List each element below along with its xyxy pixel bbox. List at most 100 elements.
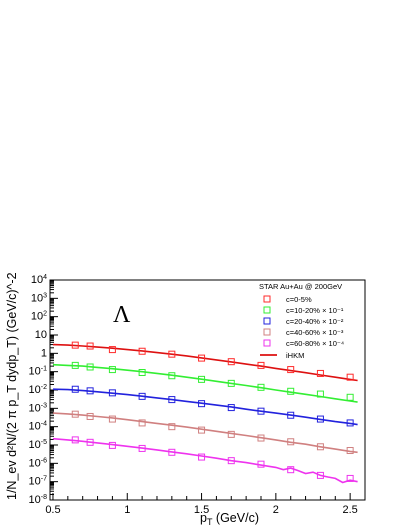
data-point [71, 341, 79, 349]
data-point [257, 361, 265, 369]
legend-model-label: iHKM [286, 351, 304, 360]
y-tick-exponent: -1 [41, 366, 47, 373]
data-point [346, 474, 354, 482]
legend-marker [263, 328, 271, 336]
data-point [316, 369, 324, 377]
data-point [138, 419, 146, 427]
y-tick-exponent: -8 [41, 494, 47, 501]
y-tick-exponent: -3 [41, 402, 47, 409]
y-tick-exponent: -7 [41, 476, 47, 483]
legend-label: c=10-20% × 10⁻¹ [286, 306, 344, 315]
data-point [316, 471, 324, 479]
data-point [257, 434, 265, 442]
model-curve [52, 363, 358, 403]
data-point [257, 383, 265, 391]
legend-label: c=40-60% × 10⁻³ [286, 328, 344, 337]
y-tick-label: 10-2 [29, 384, 48, 396]
y-tick-exponent: 3 [43, 292, 47, 299]
y-tick-label: 10-5 [29, 439, 48, 451]
data-point [108, 415, 116, 423]
y-tick-base: 1 [41, 347, 47, 359]
data-point [168, 350, 176, 358]
data-point [198, 400, 206, 408]
data-point [257, 460, 265, 468]
data-point [86, 438, 94, 446]
x-axis-title-sub: T [207, 517, 213, 527]
y-tick-base: 10 [29, 366, 41, 378]
panel-label: Λ [113, 302, 131, 328]
data-point [227, 404, 235, 412]
y-tick-label: 10-1 [29, 366, 48, 378]
data-point [138, 444, 146, 452]
data-point [198, 453, 206, 461]
data-point [198, 354, 206, 362]
x-axis-title-main: p [200, 511, 207, 525]
y-tick-label: 1 [41, 347, 47, 359]
y-tick-label: 10-8 [29, 494, 48, 506]
y-axis-ticks: 10-810-710-610-510-410-310-210-111010210… [29, 274, 58, 506]
data-point [138, 369, 146, 377]
data-markers [71, 341, 354, 482]
legend-label: c=60-80% × 10⁻⁴ [286, 339, 344, 348]
y-tick-base: 10 [31, 274, 43, 286]
data-point [138, 347, 146, 355]
y-tick-exponent: 2 [43, 311, 47, 318]
legend: STAR Au+Au @ 200GeV c=0-5% c=10-20% × 10⁻… [259, 282, 344, 360]
data-point [346, 419, 354, 427]
model-curve [52, 437, 358, 484]
model-curves [52, 343, 358, 484]
y-axis-title: 1/N_ev d²N/(2 π p_T dydp_T) (GeV/c)^-2 [5, 272, 19, 500]
y-tick-exponent: 4 [43, 274, 47, 281]
data-point [287, 387, 295, 395]
data-point [287, 366, 295, 374]
data-point [346, 373, 354, 381]
data-point [71, 436, 79, 444]
data-point [108, 389, 116, 397]
x-tick-label: 1 [124, 504, 130, 516]
data-point [108, 441, 116, 449]
y-tick-label: 102 [31, 311, 47, 323]
x-tick-label: 0.5 [45, 504, 60, 516]
legend-label: c=20-40% × 10⁻² [286, 317, 344, 326]
data-point [168, 372, 176, 380]
y-tick-base: 10 [29, 439, 41, 451]
y-tick-base: 10 [29, 457, 41, 469]
y-tick-base: 10 [31, 292, 43, 304]
x-tick-label: 1.5 [194, 504, 209, 516]
y-tick-label: 104 [31, 274, 47, 286]
data-point [346, 393, 354, 401]
x-axis-title-rest: (GeV/c) [212, 511, 259, 525]
data-point [198, 426, 206, 434]
data-point [316, 390, 324, 398]
data-point [287, 466, 295, 474]
y-tick-label: 10-4 [29, 421, 48, 433]
data-point [71, 410, 79, 418]
data-point [86, 363, 94, 371]
y-tick-base: 10 [29, 384, 41, 396]
y-tick-base: 10 [29, 476, 41, 488]
legend-marker [263, 317, 271, 325]
model-curve [52, 343, 358, 382]
legend-label: c=0-5% [286, 295, 312, 304]
data-point [287, 438, 295, 446]
y-tick-base: 10 [31, 311, 43, 323]
data-point [227, 430, 235, 438]
data-point [71, 361, 79, 369]
data-point [346, 447, 354, 455]
data-point [227, 358, 235, 366]
data-point [316, 443, 324, 451]
data-point [257, 407, 265, 415]
y-tick-label: 10 [35, 329, 47, 341]
data-point [168, 396, 176, 404]
model-curve [52, 412, 358, 454]
data-point [86, 342, 94, 350]
y-tick-base: 10 [29, 402, 41, 414]
legend-marker [263, 339, 271, 347]
data-point [287, 411, 295, 419]
data-point [71, 385, 79, 393]
y-tick-exponent: -5 [41, 439, 47, 446]
y-tick-label: 10-6 [29, 457, 48, 469]
x-axis-title: pT (GeV/c) [200, 511, 259, 527]
x-axis-ticks: 0.5 1 1.5 2 2.5 [45, 493, 358, 516]
